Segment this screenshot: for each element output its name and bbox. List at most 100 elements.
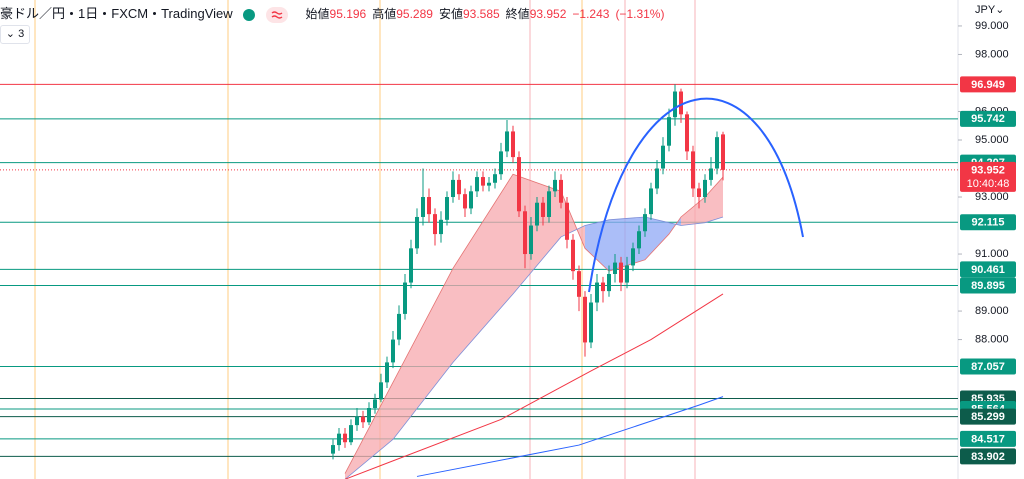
candle-body (391, 339, 395, 363)
price-label-box (960, 161, 1016, 192)
y-tick-label: 89.000 (975, 305, 1009, 317)
candle-body (433, 214, 437, 235)
candle-body (469, 191, 473, 209)
layer (0, 83, 958, 479)
candle-body (649, 188, 653, 215)
candle-body (577, 271, 581, 297)
symbol: 豪ドル／円 (0, 6, 66, 21)
candle-body (583, 296, 587, 343)
candle-body (493, 174, 497, 183)
open-label: 始値 (305, 7, 330, 21)
currency: JPY (975, 4, 996, 16)
level-label: 87.057 (971, 361, 1005, 373)
candle-body (619, 262, 623, 283)
candle-body (337, 433, 341, 446)
candle-body (715, 137, 719, 169)
y-tick-label: 88.000 (975, 333, 1009, 345)
platform: TradingView (161, 6, 233, 21)
moving-average (344, 293, 724, 479)
change: −1.243 (572, 7, 610, 21)
candle-body (613, 262, 617, 274)
candle-body (421, 197, 425, 217)
level-label: 84.517 (971, 433, 1005, 445)
cloud-segment (645, 216, 669, 260)
candle-body (553, 179, 557, 192)
candle-body (535, 202, 539, 226)
candle-body (331, 445, 335, 454)
candle-body (703, 179, 707, 198)
y-tick-label: 98.000 (975, 48, 1009, 60)
cloud-edge (344, 173, 724, 474)
candle-body (589, 302, 593, 343)
candle-body (373, 399, 377, 409)
candle-body (505, 131, 509, 152)
currency-menu[interactable]: JPY⌄ (975, 4, 1005, 16)
candle-body (457, 179, 461, 195)
level-label: 83.902 (971, 451, 1005, 463)
level-label-box (960, 430, 1016, 447)
candle-body (595, 282, 599, 303)
candle-body (427, 197, 431, 215)
countdown: 10:40:48 (967, 178, 1010, 190)
candle-body (655, 168, 659, 189)
level-label: 90.461 (971, 264, 1005, 276)
candle-body (361, 416, 365, 423)
level-label: 89.895 (971, 280, 1005, 292)
candle-body (643, 214, 647, 232)
candle-body (559, 179, 563, 203)
y-tick-label: 91.000 (975, 248, 1009, 260)
source: FXCM (111, 6, 149, 21)
candle-body (625, 265, 629, 283)
high-value: 95.289 (396, 7, 433, 21)
cloud-segment (705, 177, 723, 223)
candle-body (547, 191, 551, 217)
moving-average (416, 396, 724, 477)
candle-body (379, 382, 383, 400)
level-label-box (960, 76, 1016, 93)
candle-body (541, 202, 545, 217)
indicator-toggle[interactable]: ⌄ 3 (0, 25, 30, 44)
close-value: 93.952 (529, 7, 567, 21)
change-pct: (−1.31%) (615, 7, 665, 21)
market-icon (265, 6, 288, 23)
candle-body (415, 216, 419, 249)
level-label: 95.742 (971, 113, 1005, 125)
candle-body (523, 211, 527, 255)
candle-body (451, 179, 455, 198)
y-tick-label: 95.000 (975, 134, 1009, 146)
close-label: 終値 (505, 7, 530, 21)
y-tick-label: 99.000 (975, 20, 1009, 32)
candle-body (481, 177, 485, 186)
candle-body (397, 313, 401, 340)
candle-body (409, 248, 413, 283)
cloud-segment (453, 174, 513, 363)
candle-body (637, 231, 641, 249)
candle-body (601, 282, 605, 292)
candle-body (631, 248, 635, 266)
high-label: 高値 (372, 7, 397, 21)
level-label-box (960, 448, 1016, 465)
candle-body (343, 433, 347, 443)
candle-body (673, 91, 677, 118)
price-axis: 99.00098.00096.00095.00093.00091.00089.0… (958, 20, 1016, 465)
header: 豪ドル／円 1日 FXCM TradingView 始値95.196 高値95.289 安… (0, 3, 670, 23)
candle-body (355, 416, 359, 426)
candle-body (661, 145, 665, 169)
candle-body (667, 117, 671, 146)
cloud-segment (393, 268, 453, 440)
candle-body (685, 114, 689, 152)
level-label: 96.949 (971, 79, 1005, 91)
low-label: 安値 (438, 7, 463, 21)
candle-body (385, 362, 389, 383)
level-label: 92.115 (971, 217, 1004, 229)
indicator-count: 3 (18, 28, 25, 40)
interval: 1日 (78, 6, 99, 21)
level-label-box (960, 110, 1016, 127)
candle-body (403, 282, 407, 314)
candle-body (487, 182, 491, 186)
level-label-box (960, 277, 1016, 294)
candle-body (439, 219, 443, 235)
y-tick-label: 93.000 (975, 191, 1009, 203)
candle-body (691, 151, 695, 189)
